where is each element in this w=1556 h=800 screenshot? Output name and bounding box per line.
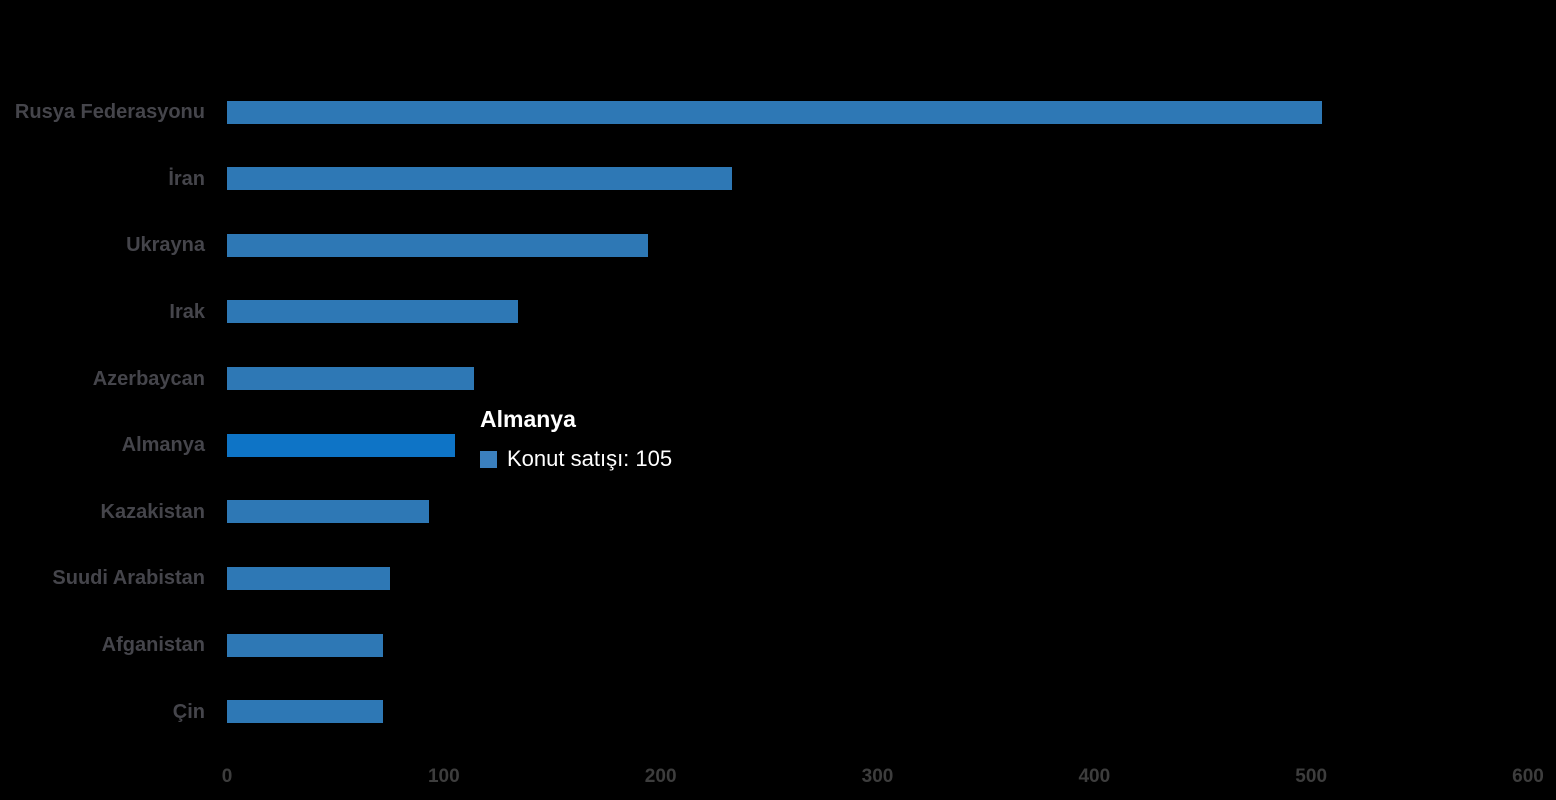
category-label-almanya: Almanya (121, 434, 205, 457)
bar-i-ran[interactable] (227, 167, 733, 191)
tooltip-value-label: Konut satışı: 105 (507, 446, 673, 471)
category-label-kazakistan: Kazakistan (100, 500, 206, 523)
tooltip: Almanya Konut satışı: 105 (480, 406, 672, 472)
bar-ukrayna[interactable] (227, 233, 648, 257)
series-marker-icon (480, 450, 497, 468)
tooltip-row: Konut satışı: 105 (480, 446, 672, 472)
x-tick-label-500: 500 (1295, 766, 1328, 787)
x-tick-label-100: 100 (427, 766, 460, 787)
bar-suudi-arabistan[interactable] (227, 566, 390, 590)
tooltip-title: Almanya (480, 406, 576, 432)
category-label-rusya-federasyonu: Rusya Federasyonu (14, 101, 205, 123)
x-tick-label-600: 600 (1512, 766, 1544, 787)
category-label-afganistan: Afganistan (101, 634, 205, 657)
bar-in[interactable] (227, 700, 384, 724)
bar-kazakistan[interactable] (227, 500, 429, 524)
category-label-azerbaycan: Azerbaycan (92, 367, 205, 390)
bar-irak[interactable] (227, 300, 518, 324)
bar-rusya-federasyonu[interactable] (227, 100, 1322, 124)
bar-almanya[interactable] (227, 433, 455, 457)
x-tick-label-0: 0 (221, 766, 233, 787)
bar-azerbaycan[interactable] (227, 367, 475, 391)
category-label-in: Çin (172, 700, 205, 723)
category-label-ukrayna: Ukrayna (126, 234, 205, 257)
bar-afganistan[interactable] (227, 633, 384, 657)
category-label-i-ran: İran (168, 167, 205, 190)
category-label-irak: Irak (169, 300, 205, 323)
x-tick-label-400: 400 (1078, 766, 1111, 787)
x-tick-label-300: 300 (861, 766, 894, 787)
category-label-suudi-arabistan: Suudi Arabistan (52, 567, 205, 590)
x-tick-label-200: 200 (644, 766, 677, 787)
